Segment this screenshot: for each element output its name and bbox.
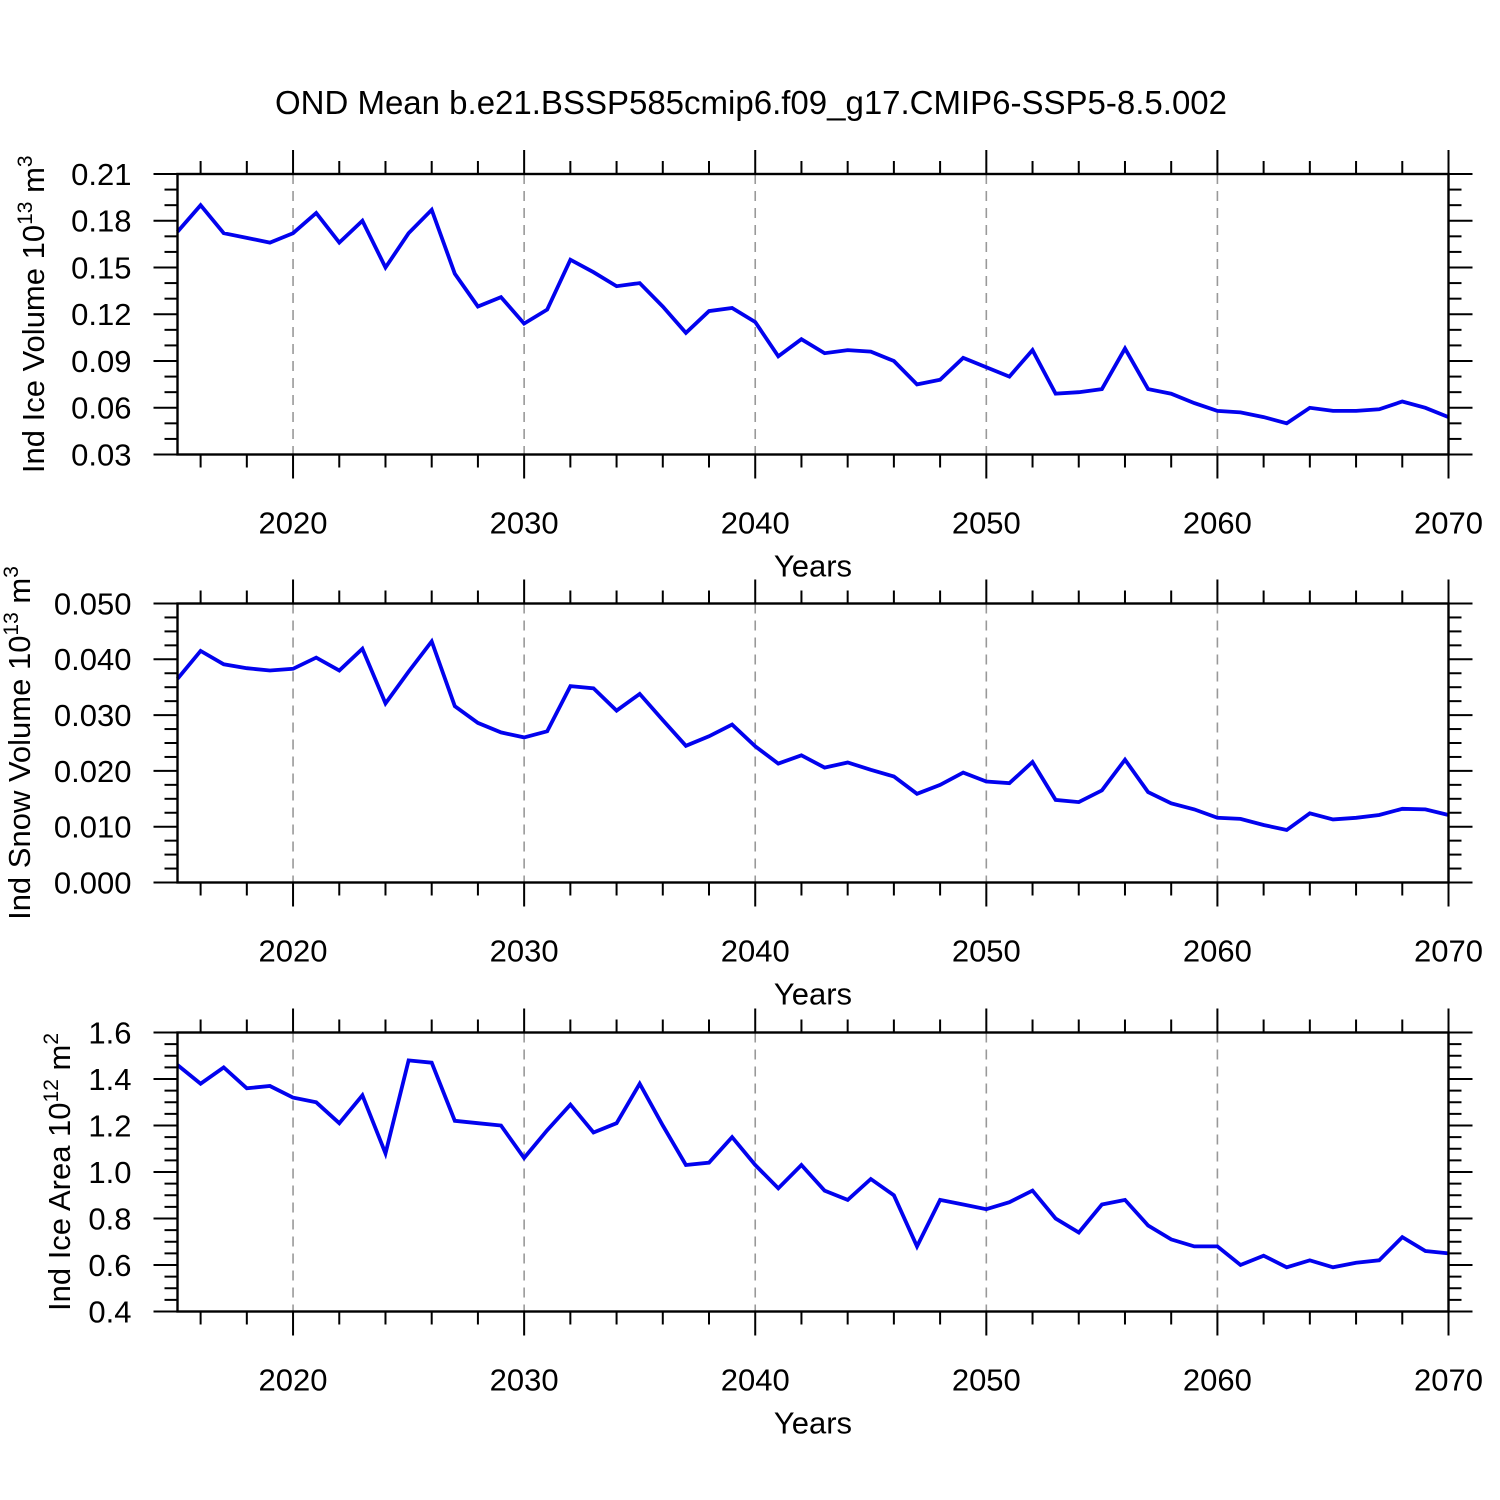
y-tick-label: 0.030 — [54, 698, 132, 733]
x-tick-label: 2060 — [1183, 506, 1252, 541]
y-tick-label: 0.8 — [88, 1201, 131, 1236]
ice-volume-line — [176, 202, 1450, 426]
y-tick-label: 0.4 — [88, 1294, 131, 1329]
x-tick-label: 2040 — [721, 1363, 790, 1398]
y-tick-label: 0.21 — [71, 157, 131, 192]
x-tick-label: 2020 — [259, 934, 328, 969]
panel-ice-volume: 2020 2030 2040 2050 2060 2070 Years 0.21 0.18 0.1… — [14, 150, 1483, 584]
x-tick-label: 2050 — [952, 934, 1021, 969]
y-tick-label: 1.4 — [88, 1062, 131, 1097]
x-axis-label: Years — [774, 549, 852, 584]
x-tick-label: 2020 — [259, 1363, 328, 1398]
x-tick-label: 2050 — [952, 506, 1021, 541]
y-tick-label: 0.18 — [71, 204, 131, 239]
y-tick-label: 0.010 — [54, 810, 132, 845]
x-tick-label: 2070 — [1414, 506, 1483, 541]
ice-volume-frame — [176, 172, 1450, 456]
y-tick-label: 1.0 — [88, 1155, 131, 1190]
ice-area-frame — [176, 1031, 1450, 1313]
y-tick-label: 0.040 — [54, 642, 132, 677]
x-tick-label: 2070 — [1414, 934, 1483, 969]
y-tick-label: 1.6 — [88, 1015, 131, 1050]
snow-volume-line — [176, 637, 1449, 833]
y-tick-label: 0.15 — [71, 250, 131, 285]
x-axis-label: Years — [774, 977, 852, 1012]
y-tick-label: 0.020 — [54, 754, 132, 789]
y-tick-label: 0.06 — [71, 391, 131, 426]
x-tick-label: 2030 — [490, 1363, 559, 1398]
y-axis-label-snow-volume: Ind Snow Volume 1013 m3 — [0, 566, 37, 920]
y-tick-label: 0.03 — [71, 437, 131, 472]
x-axis-label: Years — [774, 1406, 852, 1441]
x-tick-label: 2020 — [259, 506, 328, 541]
x-tick-label: 2070 — [1414, 1363, 1483, 1398]
y-tick-label: 0.09 — [71, 344, 131, 379]
x-tick-label: 2040 — [721, 506, 790, 541]
x-tick-label: 2060 — [1183, 1363, 1252, 1398]
y-tick-label: 0.050 — [54, 586, 132, 621]
y-tick-label: 0.6 — [88, 1248, 131, 1283]
y-axis-label-ice-volume: Ind Ice Volume 1013 m3 — [14, 155, 51, 473]
x-tick-label: 2030 — [490, 506, 559, 541]
y-axis-label-ice-area: Ind Ice Area 1012 m2 — [40, 1033, 77, 1311]
ice-area-line — [176, 1058, 1449, 1270]
x-tick-label: 2030 — [490, 934, 559, 969]
page-title: OND Mean b.e21.BSSP585cmip6.f09_g17.CMIP… — [274, 84, 1228, 121]
panel-snow-volume: 2020 2030 2040 2050 2060 2070 Years 0.050 0.040 0… — [0, 566, 1483, 1011]
y-tick-label: 0.000 — [54, 865, 132, 900]
x-tick-label: 2040 — [721, 934, 790, 969]
panel-ice-area: 2020 2030 2040 2050 2060 2070 Years 1.6 1.4 1.2 1.… — [40, 1008, 1483, 1441]
x-tick-label: 2060 — [1183, 934, 1252, 969]
y-tick-label: 0.12 — [71, 297, 131, 332]
x-tick-label: 2050 — [952, 1363, 1021, 1398]
snow-volume-frame — [176, 602, 1450, 884]
y-tick-label: 1.2 — [88, 1108, 131, 1143]
